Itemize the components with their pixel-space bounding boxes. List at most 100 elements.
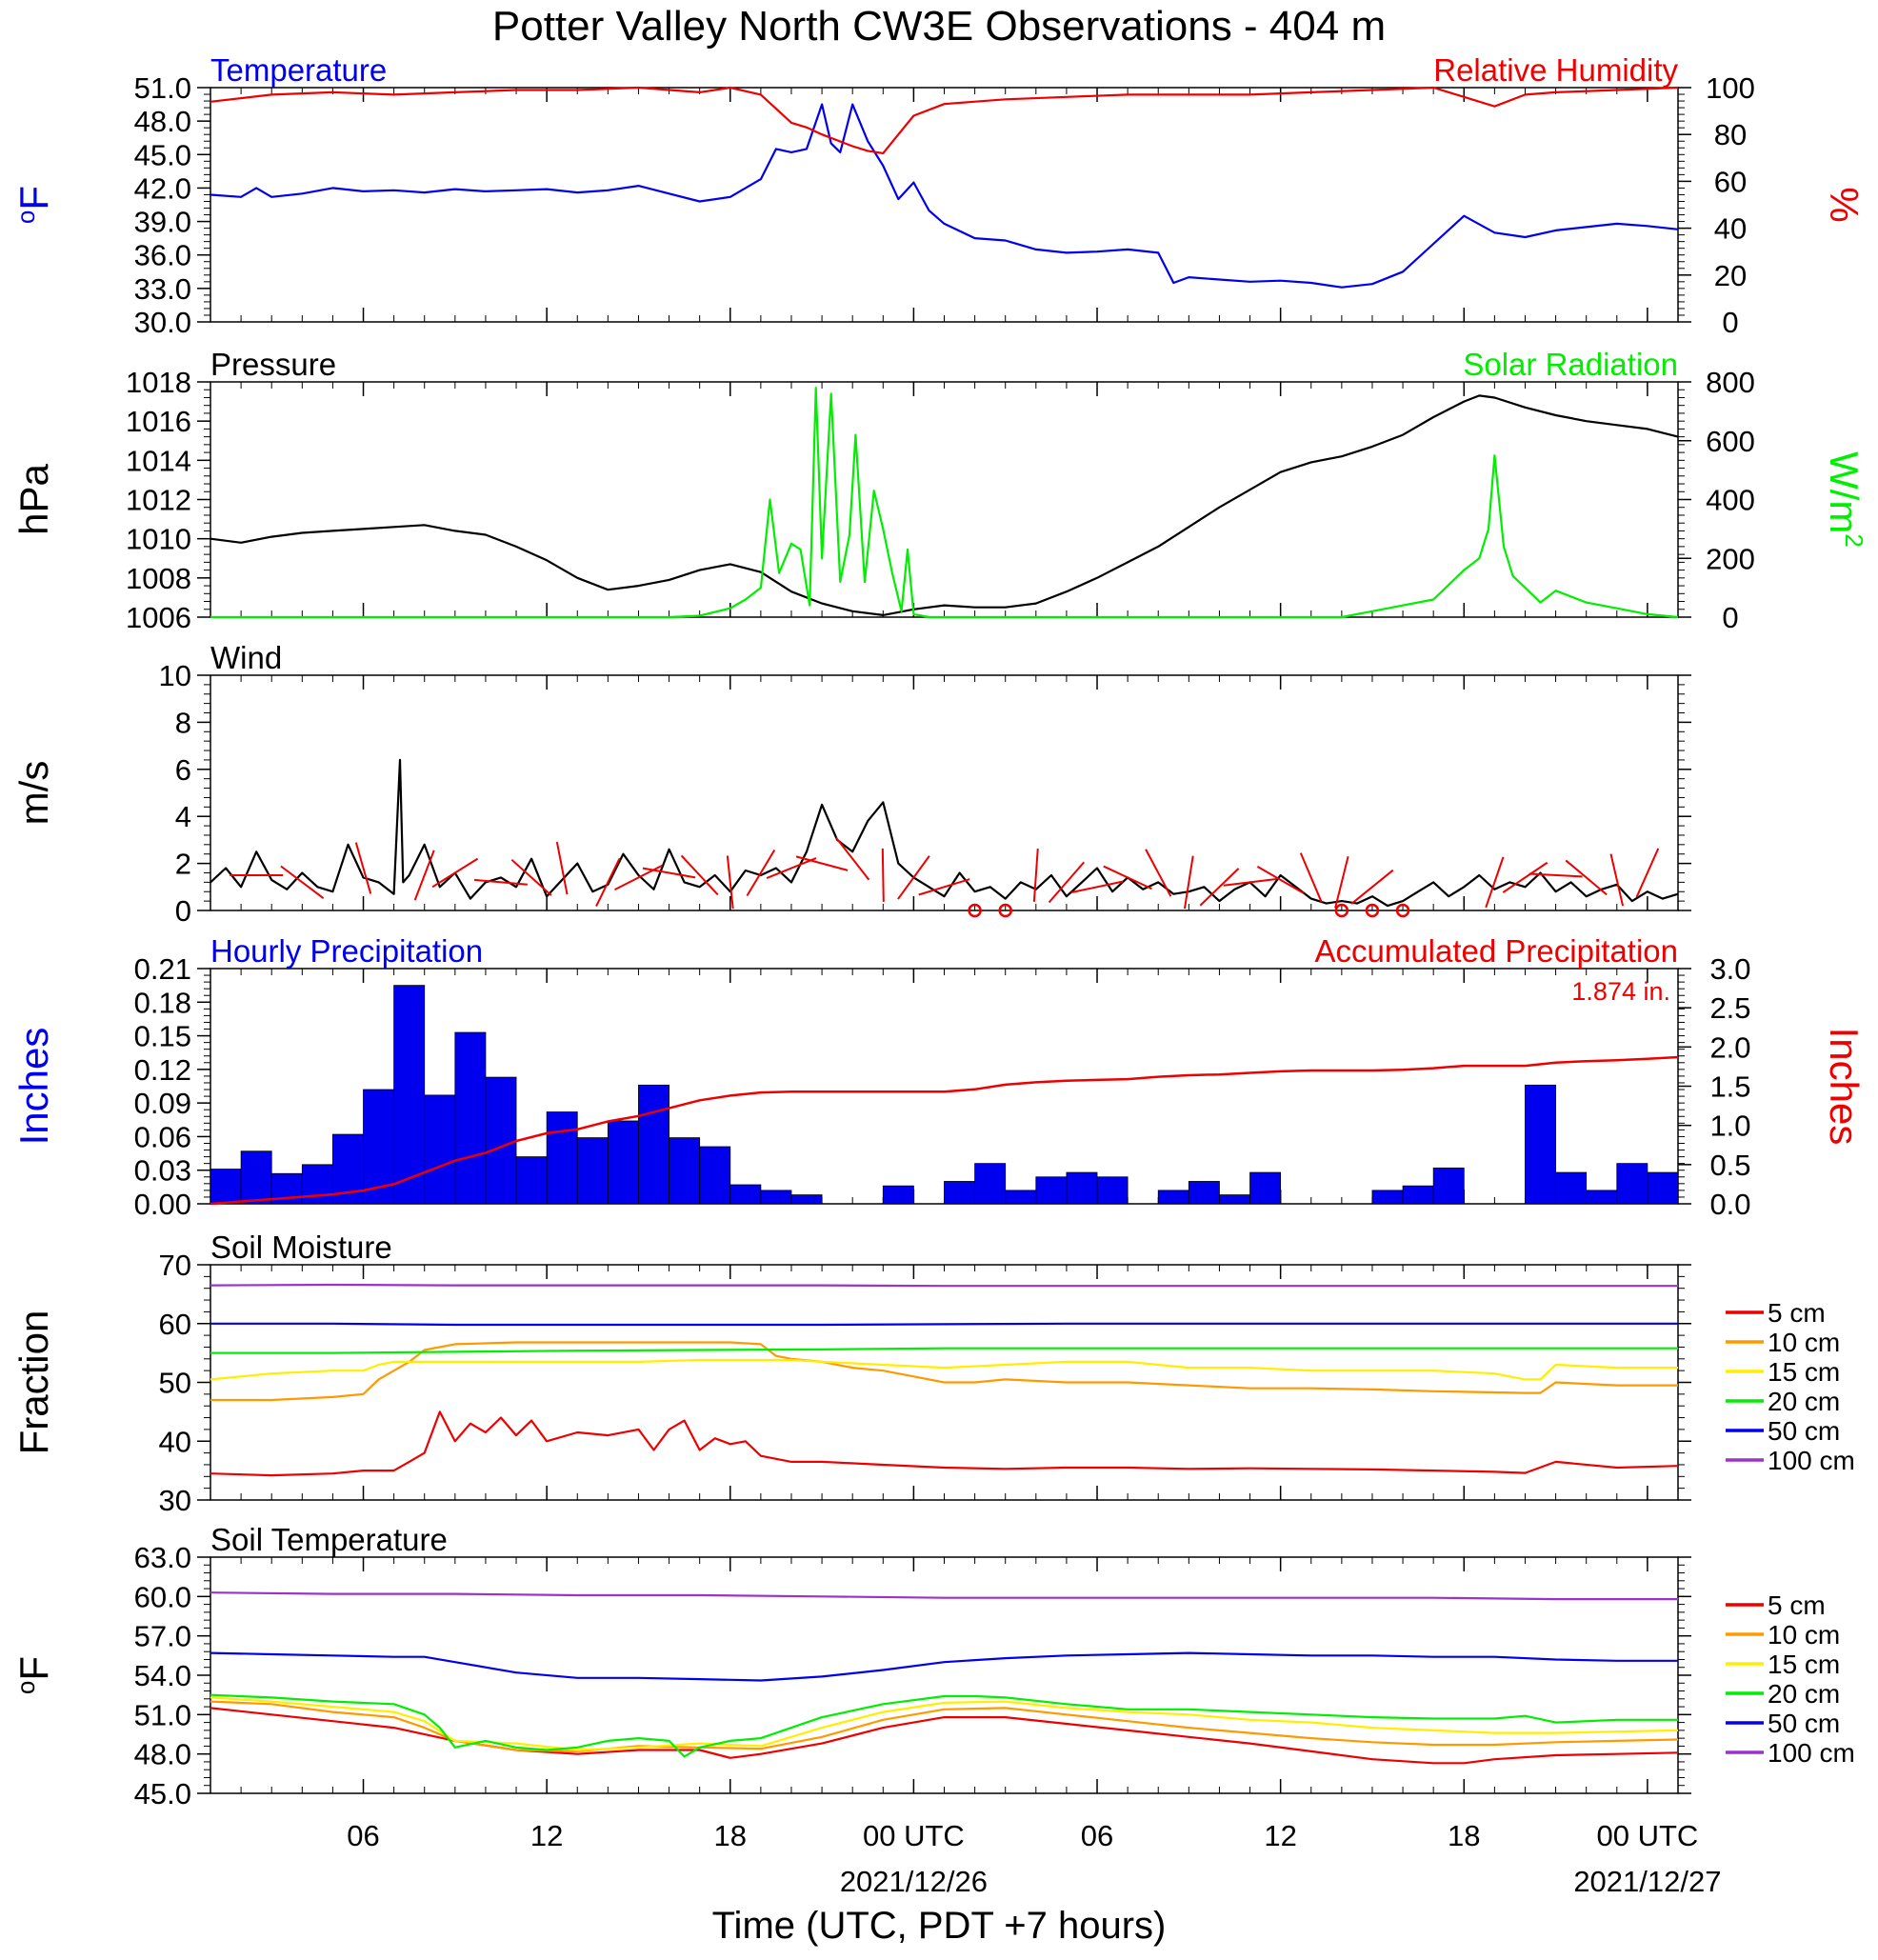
- panel-title-right: Solar Radiation: [1463, 347, 1678, 382]
- y-left-tick-label: 0.15: [134, 1020, 191, 1053]
- series-line-50-cm: [210, 1322, 1678, 1327]
- wind-barb: [1048, 861, 1086, 904]
- wind-barb: [1183, 855, 1194, 910]
- y-right-tick-label: 20: [1714, 259, 1747, 292]
- x-tick-label: 06: [1081, 1819, 1113, 1852]
- wind-barb: [766, 857, 817, 879]
- calm-wind-marker: [1334, 903, 1349, 918]
- y-left-tick-label: 1010: [126, 523, 191, 556]
- x-tick-label: 18: [714, 1819, 747, 1852]
- calm-wind-marker: [998, 903, 1012, 918]
- plot-frame: [210, 674, 1679, 911]
- wind-barb: [1565, 859, 1608, 896]
- precip-bar: [1647, 1171, 1679, 1205]
- precip-bar: [944, 1181, 976, 1205]
- y-axis-label-left: oF: [11, 186, 56, 224]
- y-left-tick-label: 8: [175, 706, 191, 739]
- precip-bar: [1616, 1163, 1648, 1205]
- precip-bar: [454, 1031, 487, 1205]
- legend-label: 100 cm: [1768, 1446, 1855, 1475]
- y-left-tick-label: 40: [159, 1425, 191, 1458]
- wind-barb: [1145, 849, 1172, 897]
- wind-barb: [555, 841, 569, 895]
- wind-barb: [1223, 877, 1277, 887]
- calm-wind-marker: [1395, 903, 1410, 918]
- wind-barb: [1502, 861, 1548, 893]
- precip-bar: [699, 1146, 731, 1205]
- precip-bar: [638, 1084, 669, 1205]
- x-tick-label: 06: [347, 1819, 379, 1852]
- y-left-tick-label: 0.18: [134, 986, 191, 1019]
- series-line-5-cm: [210, 1707, 1679, 1765]
- panel-title-left: Soil Temperature: [210, 1522, 448, 1557]
- precip-bar: [1432, 1167, 1465, 1205]
- precip-bar: [1157, 1190, 1189, 1205]
- panel-title-left: Hourly Precipitation: [210, 933, 483, 969]
- precip-bar: [1005, 1190, 1037, 1205]
- y-right-tick-label: 0: [1722, 306, 1738, 339]
- wind-barb: [1528, 872, 1583, 878]
- precip-bar: [1586, 1190, 1618, 1205]
- series-line-20-cm: [210, 1347, 1678, 1354]
- precip-bar: [485, 1076, 517, 1205]
- precip-bar: [1555, 1171, 1588, 1205]
- wind-barb: [1350, 869, 1394, 905]
- precip-bar: [790, 1194, 823, 1205]
- precip-bar: [760, 1190, 792, 1205]
- legend-label: 15 cm: [1768, 1357, 1840, 1387]
- y-left-tick-label: 1018: [126, 366, 191, 399]
- accumulated-precip-line: [210, 1055, 1679, 1206]
- wind-barb: [835, 836, 870, 881]
- legend-label: 10 cm: [1768, 1620, 1840, 1650]
- y-right-tick-label: 600: [1706, 425, 1755, 458]
- wind-barb: [474, 878, 528, 886]
- precip-bar: [576, 1137, 609, 1205]
- legend-label: 10 cm: [1768, 1328, 1840, 1357]
- wind-barb: [1334, 855, 1349, 909]
- accumulated-total-label: 1.874 in.: [1571, 977, 1670, 1006]
- y-right-tick-label: 800: [1706, 366, 1755, 399]
- x-tick-date-label: 2021/12/26: [840, 1865, 988, 1898]
- y-left-tick-label: 45.0: [134, 1777, 191, 1810]
- precip-bar: [1066, 1171, 1098, 1205]
- y-left-tick-label: 39.0: [134, 206, 191, 239]
- precip-bar: [546, 1111, 578, 1205]
- y-left-tick-label: 10: [159, 659, 191, 692]
- y-left-tick-label: 30: [159, 1484, 191, 1517]
- y-left-tick-label: 4: [175, 800, 191, 833]
- precip-bar: [882, 1185, 914, 1205]
- wind-barb: [918, 878, 970, 896]
- plot-frame: [210, 381, 1679, 618]
- y-axis-label-left: Inches: [11, 1028, 56, 1146]
- series-line-50-cm: [210, 1651, 1678, 1682]
- y-left-tick-label: 0.06: [134, 1120, 191, 1153]
- series-line-relative-humidity: [210, 86, 1679, 154]
- y-left-tick-label: 2: [175, 848, 191, 881]
- precip-bar: [1096, 1176, 1129, 1205]
- wind-barb: [431, 857, 479, 889]
- panel-precipitation: 0.000.030.060.090.120.150.180.21 0.0 0.5 1.…: [11, 933, 1867, 1221]
- wind-barb: [795, 855, 849, 871]
- calm-wind-marker: [968, 903, 982, 918]
- y-left-tick-label: 0.09: [134, 1087, 191, 1120]
- precip-bar: [301, 1164, 333, 1205]
- x-tick-label: 00 UTC: [863, 1819, 965, 1852]
- y-right-tick-label: 0.0: [1709, 1188, 1750, 1221]
- plot-frame: [210, 1556, 1679, 1794]
- y-left-tick-label: 33.0: [134, 272, 191, 306]
- wind-barb: [595, 857, 621, 907]
- series-line-wind: [210, 758, 1679, 908]
- series-line-solar-radiation: [210, 387, 1679, 619]
- y-right-tick-label: 0.5: [1709, 1149, 1750, 1182]
- legend-label: 50 cm: [1768, 1709, 1840, 1738]
- x-tick-label: 18: [1448, 1819, 1480, 1852]
- wind-barb: [510, 858, 552, 896]
- panel-wind: 0 2 4 6 8 10 Wind m/s: [11, 640, 1691, 928]
- wind-barb: [1256, 866, 1305, 894]
- series-line-5-cm: [210, 1410, 1679, 1477]
- panel-title-left: Pressure: [210, 347, 336, 382]
- y-right-tick-label: 0: [1722, 601, 1738, 634]
- precip-bar: [974, 1163, 1007, 1205]
